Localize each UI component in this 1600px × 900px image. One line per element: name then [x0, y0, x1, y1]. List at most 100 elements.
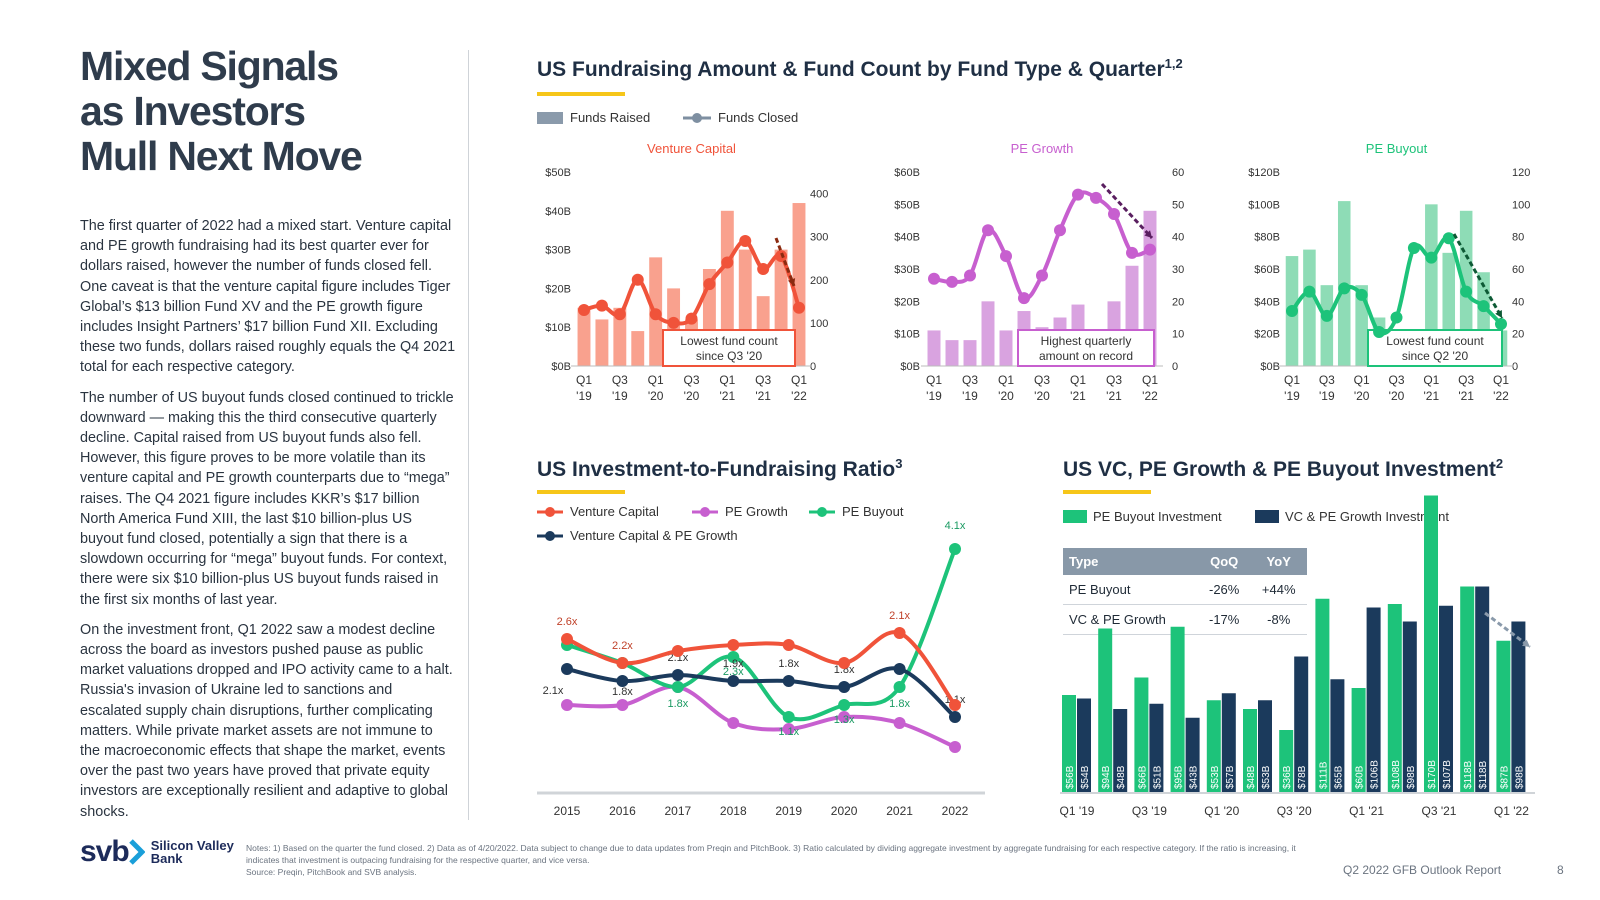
chevron-right-icon — [128, 839, 145, 865]
page-number: 8 — [1557, 863, 1564, 877]
funds-raised-bar — [1337, 201, 1351, 366]
investment-bar — [1330, 679, 1345, 793]
investment-bar-label: $98B — [1406, 765, 1417, 789]
trend-arrow-shaft — [1452, 233, 1504, 319]
trend-arrow-shaft — [1100, 182, 1154, 240]
heading-accent — [537, 490, 625, 494]
investment-x-tick: Q3 '20 — [1277, 804, 1312, 818]
right-axis-tick: 0 — [1172, 361, 1178, 373]
funds-raised-bar — [1071, 304, 1085, 366]
investment-bar-label: $54B — [1080, 765, 1091, 789]
ratio-data-label: 1.1x — [778, 726, 799, 738]
trend-arrow-shaft — [774, 237, 796, 287]
funds-closed-point — [964, 269, 976, 282]
investment-bar — [1149, 703, 1164, 793]
funds-closed-point — [946, 275, 958, 288]
ratio-point — [616, 699, 629, 711]
right-axis-tick: 120 — [1512, 167, 1530, 179]
left-axis-tick: $20B — [894, 296, 920, 308]
x-tick-label: '20 — [1389, 389, 1405, 403]
investment-bar — [1424, 495, 1438, 793]
funds-raised-bar — [963, 340, 977, 366]
investment-bar — [1439, 605, 1453, 793]
x-tick-label: Q3 — [1106, 373, 1122, 387]
x-tick-label: '20 — [1034, 389, 1050, 403]
funds-raised-bar — [631, 331, 645, 366]
funds-raised-bar — [981, 301, 995, 366]
funds-closed-point — [739, 234, 752, 247]
ratio-line — [566, 630, 957, 707]
legend-marker — [817, 507, 827, 517]
funds-raised-bar — [1442, 252, 1456, 366]
funds-closed-point — [631, 273, 644, 286]
table-cell: -17% — [1197, 604, 1251, 635]
ratio-point — [893, 663, 906, 675]
x-tick-label: Q1 — [576, 373, 592, 387]
funds-raised-bar — [1477, 272, 1490, 366]
legend-marker-funds-closed — [692, 113, 702, 123]
funds-closed-point — [1495, 317, 1507, 330]
funds-raised-bar — [1017, 311, 1031, 366]
investment-bar — [1170, 626, 1185, 793]
funds-closed-point — [595, 299, 608, 312]
ratio-point — [893, 681, 906, 693]
funds-closed-point — [1090, 191, 1102, 204]
ratio-line — [566, 666, 957, 719]
investment-bar-label: $95B — [1174, 765, 1185, 789]
table-header: Type — [1063, 548, 1198, 575]
table-cell: -8% — [1250, 604, 1307, 635]
left-axis-tick: $60B — [1254, 264, 1280, 276]
investment-bar — [1315, 598, 1330, 793]
x-tick-label: '20 — [648, 389, 664, 403]
funds-raised-bar — [1372, 317, 1386, 366]
ratio-data-label: 2.1x — [543, 685, 564, 697]
footer-report-name: Q2 2022 GFB Outlook Report — [1343, 863, 1502, 877]
ratio-point — [893, 717, 906, 729]
ratio-data-label: 1.1x — [945, 694, 966, 706]
heading-investment-text: US VC, PE Growth & PE Buyout Investment — [1063, 458, 1496, 481]
funds-closed-point — [1442, 232, 1455, 245]
ratio-point — [949, 741, 961, 753]
x-tick-label: Q1 — [648, 373, 664, 387]
investment-bar-label: $107B — [1442, 760, 1453, 789]
trend-arrow — [1452, 233, 1504, 319]
left-axis-tick: $40B — [1254, 296, 1280, 308]
ratio-point — [727, 675, 740, 687]
trend-arrow-head — [1144, 230, 1152, 238]
table-cell: VC & PE Growth — [1063, 604, 1198, 635]
ratio-data-label: 2.6x — [557, 616, 578, 628]
ratio-point — [727, 717, 740, 729]
x-tick-label: '20 — [684, 389, 700, 403]
funds-closed-point — [613, 308, 626, 321]
legend-label: Venture Capital — [570, 504, 659, 519]
x-tick-label: '21 — [1458, 389, 1474, 403]
x-tick-label: Q3 — [1458, 373, 1474, 387]
investment-bar-label: $36B — [1282, 765, 1293, 789]
annotation-text: since Q2 '20 — [1402, 349, 1469, 363]
funds-raised-bar — [720, 210, 734, 366]
table-cell: -26% — [1197, 575, 1251, 605]
left-axis-tick: $60B — [894, 167, 920, 179]
ratio-point — [949, 699, 961, 711]
x-tick-label: '19 — [1319, 389, 1335, 403]
funds-raised-bar — [1303, 249, 1316, 366]
investment-x-tick: Q3 '19 — [1132, 804, 1167, 818]
funds-closed-point — [1054, 224, 1066, 237]
heading-investment-sup: 2 — [1495, 456, 1504, 471]
heading-accent — [537, 92, 625, 96]
investment-bar — [1402, 621, 1417, 793]
ratio-line — [566, 548, 957, 722]
funds-closed-point — [1126, 246, 1138, 259]
funds-raised-bar — [1355, 285, 1368, 366]
ratio-point — [616, 657, 629, 669]
legend-label-vc-growth: VC & PE Growth Investment — [1285, 509, 1449, 524]
paragraph-3: On the investment front, Q1 2022 saw a m… — [80, 621, 453, 820]
ratio-point — [727, 651, 740, 663]
investment-bar-label: $118B — [1478, 760, 1489, 789]
funds-closed-point — [1036, 269, 1048, 282]
ratio-x-tick: 2015 — [554, 804, 581, 818]
investment-bar-label: $60B — [1355, 765, 1366, 789]
trend-arrow-shaft — [1484, 611, 1531, 649]
funds-closed-point — [1320, 309, 1333, 322]
ratio-data-label: 1.8x — [834, 664, 855, 676]
